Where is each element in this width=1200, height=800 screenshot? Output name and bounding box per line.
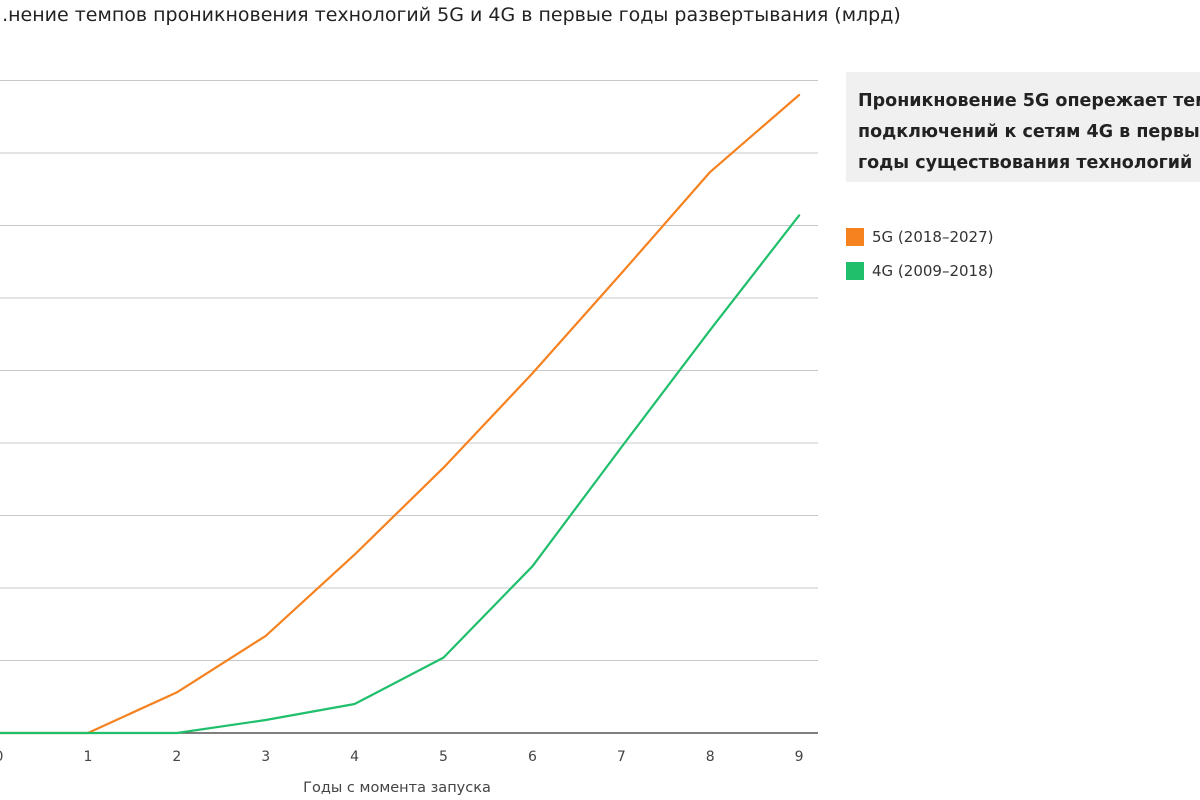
x-tick-label: 7: [617, 749, 626, 765]
x-tick-label: 6: [528, 749, 537, 765]
x-tick-label: 8: [706, 749, 715, 765]
x-tick-label: 1: [83, 749, 92, 765]
x-tick-label: 2: [172, 749, 181, 765]
callout-box: Проникновение 5G опережает темпы подключ…: [846, 72, 1200, 182]
x-tick-label: 4: [350, 749, 359, 765]
x-tick-label: 9: [795, 749, 804, 765]
callout-line-3: годы существования технологий: [858, 153, 1193, 173]
legend-swatch-4g: [846, 262, 864, 280]
callout-line-1: Проникновение 5G опережает темпы: [858, 91, 1200, 111]
series-line-4g: [0, 214, 801, 735]
series-line-5g: [0, 93, 801, 735]
callout-text: Проникновение 5G опережает темпы подключ…: [858, 86, 1200, 179]
x-axis-title: Годы с момента запуска: [303, 780, 491, 796]
callout-line-2: подключений к сетям 4G в первые: [858, 122, 1200, 142]
legend-swatch-5g: [846, 228, 864, 246]
legend-item-4g: 4G (2009–2018): [846, 254, 994, 288]
legend-item-5g: 5G (2018–2027): [846, 220, 994, 254]
legend: 5G (2018–2027) 4G (2009–2018): [846, 220, 994, 288]
legend-label-4g: 4G (2009–2018): [872, 262, 994, 280]
x-tick-label: 0: [0, 749, 3, 765]
x-tick-label: 3: [261, 749, 270, 765]
legend-label-5g: 5G (2018–2027): [872, 228, 994, 246]
chart-title: ...нение темпов проникновения технологий…: [0, 4, 901, 26]
x-tick-label: 5: [439, 749, 448, 765]
